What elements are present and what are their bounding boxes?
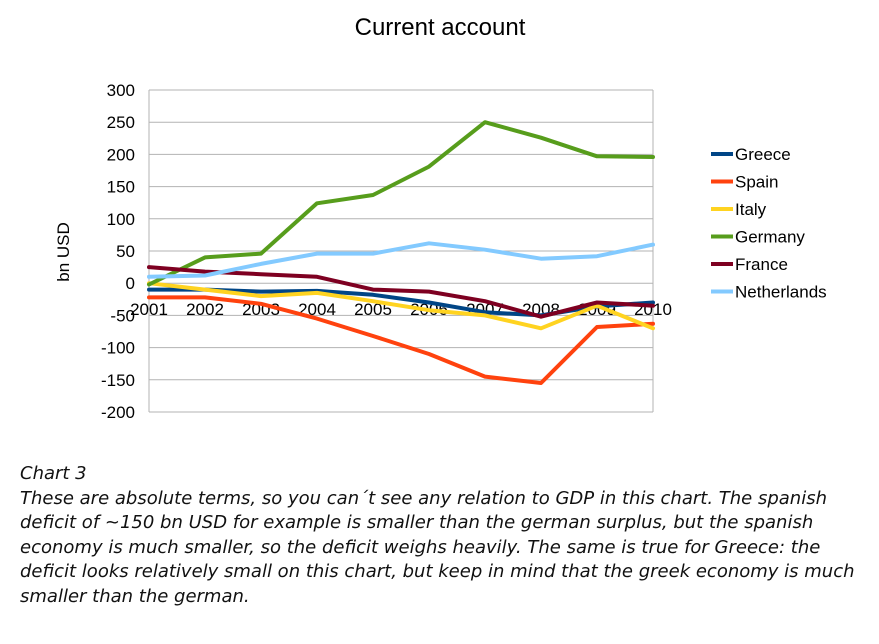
chart-title: Current account [355,14,526,41]
legend-label: Italy [735,200,767,219]
x-tick-label: 2002 [186,300,224,319]
y-tick-label: 300 [107,81,135,100]
series-line-germany [147,120,655,287]
legend-label: France [735,255,788,274]
y-tick-label: 250 [107,113,135,132]
series-line-spain [147,295,655,385]
grid-lines [148,89,654,413]
y-tick-labels: 300 250 200 150 100 50 0 -50 -100 -150 -200 [101,81,135,422]
y-tick-label: 200 [107,145,135,164]
legend: Greece Spain Italy Germany France Netherlands [711,145,827,302]
y-tick-label: -100 [101,339,135,358]
legend-label: Germany [735,228,805,247]
caption-text: These are absolute terms, so you can´t s… [20,487,855,607]
y-tick-label: 150 [107,178,135,197]
x-tick-label: 2005 [354,300,392,319]
series-line-france [147,265,655,319]
line-chart: Current account bn USD 300 250 200 150 100 50… [54,14,827,422]
x-tick-label: 2001 [130,300,168,319]
series-line-netherlands [147,241,655,279]
legend-label: Spain [735,173,778,192]
legend-label: Greece [735,145,791,164]
y-tick-label: -150 [101,371,135,390]
y-tick-label: -200 [101,403,135,422]
y-tick-label: 100 [107,210,135,229]
chart-caption: Chart 3 These are absolute terms, so you… [20,462,870,609]
chart-container: Current account bn USD 300 250 200 150 100 50… [54,14,827,422]
y-tick-label: 0 [126,274,135,293]
series-line-italy [147,281,655,331]
y-tick-label: 50 [116,242,135,261]
y-axis-label: bn USD [54,222,73,282]
caption-heading: Chart 3 [20,463,87,484]
series-lines [147,120,655,385]
y-tick-label: -50 [110,306,135,325]
legend-label: Netherlands [735,283,827,302]
